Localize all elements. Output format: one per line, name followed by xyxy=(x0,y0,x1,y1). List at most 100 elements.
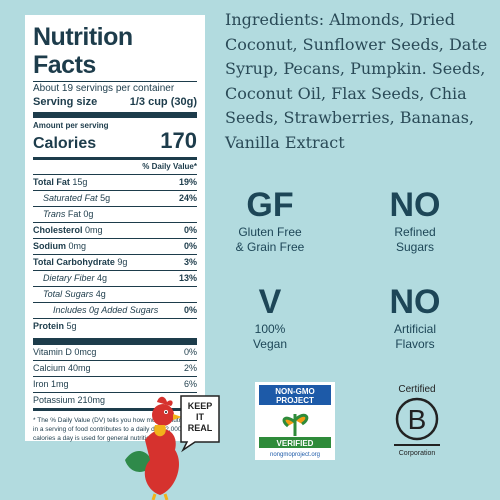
ingredient-line: Seeds, Strawberries, Bananas, xyxy=(225,108,475,127)
vitamin-row: Calcium 40mg 2% xyxy=(33,360,197,376)
badge-line: Vegan xyxy=(252,337,288,351)
nutrient-amount: Fat 0g xyxy=(67,209,94,219)
nutrient-left: Protein 5g xyxy=(33,319,77,334)
badge-line: 100% xyxy=(254,322,286,336)
nutrient-left: Saturated Fat 5g xyxy=(33,191,110,206)
badge-mark: V xyxy=(258,283,282,321)
nutrient-row: Saturated Fat 5g 24% xyxy=(33,190,197,206)
badge: NO Refined Sugars xyxy=(360,185,470,255)
nutrient-rows: Total Fat 15g 19% Saturated Fat 5g 24% Trans… xyxy=(33,174,197,334)
nutrient-dv: 3% xyxy=(183,257,197,267)
nutrient-row: Sodium 0mg 0% xyxy=(33,238,197,254)
nutrient-left: Cholesterol 0mg xyxy=(33,223,103,238)
nutrient-row: Cholesterol 0mg 0% xyxy=(33,222,197,238)
vitamin-dv: 2% xyxy=(183,363,197,373)
nutrient-left: Includes 0g Added Sugars xyxy=(33,303,158,318)
nutrient-dv: 13% xyxy=(178,273,197,283)
vitamin-name: Iron 1mg xyxy=(33,379,69,389)
nutrient-amount: 4g xyxy=(95,289,106,299)
badge-line: Flavors xyxy=(395,337,435,351)
nutrient-row: Protein 5g xyxy=(33,318,197,334)
nutrient-amount: 5g xyxy=(66,321,77,331)
footnote: * The % Daily Value (DV) tells you how m… xyxy=(33,417,192,442)
bubble-word: REAL xyxy=(188,423,213,433)
badge-line: & Grain Free xyxy=(235,240,305,254)
nutrient-row: Includes 0g Added Sugars 0% xyxy=(33,302,197,318)
badge-line: Gluten Free xyxy=(238,225,302,239)
nutrient-name: Dietary Fiber xyxy=(43,273,95,283)
badge-mark: NO xyxy=(389,283,441,321)
nutrient-name: Includes 0g Added Sugars xyxy=(53,305,159,315)
nutrient-name: Protein xyxy=(33,321,65,331)
badge-line: Artificial xyxy=(393,322,436,336)
serving-size: 1/3 cup (30g) xyxy=(129,96,197,108)
nutrient-name: Total Carbohydrate xyxy=(33,257,115,267)
vitamin-dv: 6% xyxy=(183,379,197,389)
badge-line: Refined xyxy=(394,225,436,239)
bcorp-bottom: Corporation xyxy=(399,450,436,457)
nutrient-amount: 0mg xyxy=(85,225,103,235)
bubble-word: KEEP xyxy=(188,401,213,411)
nutrient-row: Total Sugars 4g xyxy=(33,286,197,302)
ingredient-line: Vanilla Extract xyxy=(225,132,345,152)
label-title: Nutrition Facts xyxy=(33,23,133,79)
amount-per-serving: Amount per serving xyxy=(33,121,109,130)
calories-label: Calories xyxy=(33,135,97,152)
nutrient-left: Total Fat 15g xyxy=(33,175,87,190)
non-gmo-verified: VERIFIED xyxy=(277,439,314,448)
bcorp-letter: B xyxy=(408,404,427,435)
non-gmo-top: NON-GMO xyxy=(275,387,315,396)
nutrient-dv: 19% xyxy=(178,177,197,187)
nutrient-name: Sodium xyxy=(33,241,66,251)
nutrient-left: Sodium 0mg xyxy=(33,239,86,254)
vitamin-dv: 0% xyxy=(183,347,197,357)
nutrient-name: Trans xyxy=(43,209,66,219)
badge: NO Artificial Flavors xyxy=(360,282,470,352)
bcorp-logo: Certified B Corporation xyxy=(394,384,440,457)
bubble-text: KEEP IT REAL xyxy=(188,401,213,433)
vitamin-name: Potassium 210mg xyxy=(33,395,106,405)
ingredient-line: Ingredients: Almonds, Dried xyxy=(225,10,455,29)
rooster: KEEP IT REAL xyxy=(125,395,220,500)
nutrient-dv: 24% xyxy=(178,193,197,203)
ingredient-line: Syrup, Pecans, Pumpkin. Seeds, xyxy=(225,59,486,78)
nutrition-label: Nutrition Facts About 19 servings per co… xyxy=(25,15,205,442)
badge-mark: GF xyxy=(246,186,294,224)
badge-mark: NO xyxy=(389,186,441,224)
nutrient-row: Trans Fat 0g xyxy=(33,206,197,222)
non-gmo-url: nongmoproject.org xyxy=(270,452,320,458)
nutrient-amount: 5g xyxy=(100,193,111,203)
nutrient-dv: 0% xyxy=(183,241,197,251)
serving-size-label: Serving size xyxy=(33,96,98,108)
vitamin-row: Iron 1mg 6% xyxy=(33,376,197,392)
bubble-word: IT xyxy=(196,412,205,422)
nutrient-left: Trans Fat 0g xyxy=(33,207,93,222)
vitamin-name: Calcium 40mg xyxy=(33,363,91,373)
vitamin-row: Vitamin D 0mcg 0% xyxy=(33,345,197,360)
ingredient-line: Coconut Oil, Flax Seeds, Chia xyxy=(225,83,467,103)
nutrient-left: Total Carbohydrate 9g xyxy=(33,255,127,270)
non-gmo-logo: NON-GMO PROJECT VERIFIED nongmoproject.o… xyxy=(255,382,335,460)
nutrient-name: Total Fat xyxy=(33,177,70,187)
nutrient-row: Dietary Fiber 4g 13% xyxy=(33,270,197,286)
badge: GF Gluten Free & Grain Free xyxy=(215,185,325,255)
badge: V 100% Vegan xyxy=(215,282,325,352)
nutrient-left: Total Sugars 4g xyxy=(33,287,106,302)
nutrient-amount: 15g xyxy=(72,177,88,187)
nutrient-name: Saturated Fat xyxy=(43,193,98,203)
ingredient-line: Coconut, Sunflower Seeds, Date xyxy=(225,34,488,54)
nutrient-amount: 0mg xyxy=(68,241,87,251)
ingredients: Ingredients: Almonds, Dried Coconut, Sunf… xyxy=(225,8,487,155)
dv-header: % Daily Value* xyxy=(142,162,197,171)
nutrient-dv: 0% xyxy=(183,225,197,235)
servings: About 19 servings per container xyxy=(33,83,175,94)
badge-line: Sugars xyxy=(395,240,435,254)
bcorp-top: Certified xyxy=(398,384,435,395)
nutrient-amount: 4g xyxy=(97,273,108,283)
non-gmo-middle: PROJECT xyxy=(276,396,314,405)
nutrient-name: Total Sugars xyxy=(43,289,94,299)
nutrient-name: Cholesterol xyxy=(33,225,83,235)
vitamin-name: Vitamin D 0mcg xyxy=(33,347,97,357)
nutrient-amount: 9g xyxy=(117,257,128,267)
